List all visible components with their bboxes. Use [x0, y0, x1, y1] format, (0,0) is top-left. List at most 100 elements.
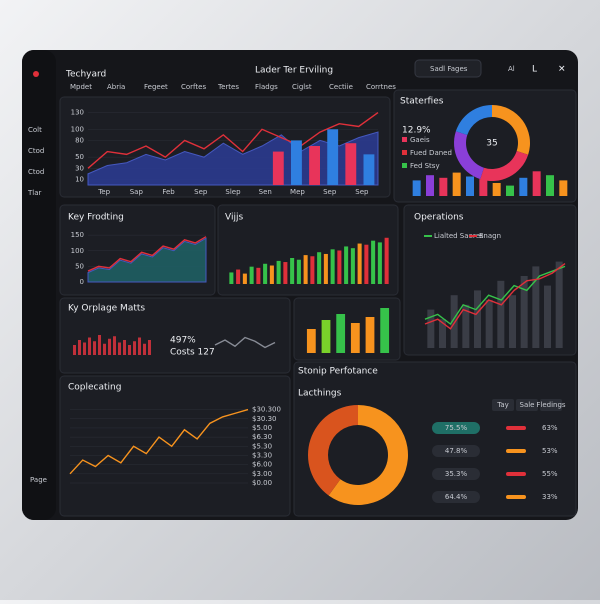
tab[interactable]: Tertes: [217, 83, 239, 91]
bar: [439, 319, 446, 348]
search-box[interactable]: [414, 59, 482, 78]
app-title: Techyard: [65, 70, 106, 80]
dash: [506, 495, 526, 499]
y-tick-label: 30: [75, 164, 84, 172]
tab[interactable]: Corftes: [181, 83, 206, 91]
bar: [229, 272, 234, 284]
x-tick-label: Feb: [162, 188, 175, 196]
bar: [283, 262, 288, 284]
user[interactable]: Al: [508, 65, 515, 73]
bar: [123, 340, 126, 355]
donut-segment: [492, 105, 530, 155]
bar: [98, 335, 101, 355]
area: [87, 131, 379, 186]
legend-label: Lialted Saeres: [434, 232, 484, 240]
button[interactable]: [516, 399, 538, 411]
bar: [426, 175, 434, 196]
y-tick-label: $30.300: [252, 406, 281, 414]
button-label[interactable]: Fledings: [536, 401, 566, 409]
panel: [59, 297, 291, 374]
bar: [479, 179, 488, 196]
y-tick-label: $30.30: [252, 415, 277, 423]
panel: [393, 89, 577, 203]
bar: [306, 329, 316, 353]
line: [69, 408, 249, 475]
legend-label: Fed Stsy: [410, 162, 440, 170]
icon[interactable]: L: [532, 65, 537, 75]
tab[interactable]: Cectiie: [329, 83, 353, 91]
bar: [357, 243, 362, 284]
bar: [350, 248, 355, 284]
x-tick-label: Sap: [130, 188, 144, 196]
bar: [509, 295, 516, 348]
y-tick-label: 130: [71, 109, 84, 117]
logo: [33, 71, 39, 77]
tab[interactable]: Ciglst: [292, 83, 312, 91]
tab[interactable]: Fladgs: [255, 83, 278, 91]
bar: [384, 237, 389, 284]
y-tick-label: $6.00: [252, 461, 272, 469]
bar: [497, 280, 505, 348]
center-title[interactable]: Lader Ter Erviling: [255, 66, 333, 76]
bar: [439, 177, 448, 196]
bar: [492, 183, 501, 196]
panel-title: 12.9%: [402, 126, 431, 136]
button[interactable]: [540, 399, 562, 411]
close[interactable]: ✕: [558, 65, 566, 75]
bar: [242, 273, 247, 284]
dash: [506, 472, 526, 476]
bar: [113, 336, 116, 355]
sidebar-item[interactable]: Ctod: [28, 168, 44, 176]
y-tick-label: $3.30: [252, 451, 272, 459]
bar: [296, 259, 301, 284]
line: [424, 265, 566, 326]
donut-segment: [480, 151, 529, 181]
panel-title: Coplecating: [68, 383, 121, 393]
bar: [272, 151, 284, 185]
y-tick-label: $5.00: [252, 424, 272, 432]
row-right: 53%: [542, 447, 558, 455]
button[interactable]: [492, 399, 514, 411]
search-text[interactable]: Sadl Fages: [430, 65, 468, 73]
bar: [133, 341, 136, 355]
donut-segment: [455, 105, 492, 135]
bar: [546, 175, 554, 196]
bar: [532, 266, 540, 348]
bar: [462, 304, 470, 348]
tab[interactable]: Corrtnes: [366, 83, 396, 91]
bar: [269, 265, 274, 284]
sidebar-footer[interactable]: Page: [30, 476, 47, 484]
bar: [118, 342, 121, 355]
x-tick-label: Mep: [290, 188, 305, 196]
donut-segment: [307, 405, 358, 496]
bar: [143, 343, 146, 355]
bar: [519, 177, 528, 196]
bar: [380, 308, 390, 353]
bar: [365, 317, 375, 353]
area: [87, 237, 207, 283]
panel-title: Operations: [414, 213, 464, 223]
panel-title: Key Frodting: [68, 213, 124, 223]
bar: [128, 345, 131, 355]
bar: [485, 300, 493, 348]
tab[interactable]: Mpdet: [70, 83, 92, 91]
line: [87, 236, 207, 272]
sidebar-item[interactable]: Colt: [28, 126, 42, 134]
y-tick-label: $5.30: [252, 442, 272, 450]
button-label[interactable]: Sale: [520, 401, 535, 409]
tab[interactable]: Fegeet: [144, 83, 168, 91]
bar: [108, 338, 111, 355]
x-tick-label: Sep: [355, 188, 369, 196]
sidebar-item[interactable]: Tlar: [27, 189, 42, 197]
sidebar-item[interactable]: Ctod: [28, 147, 44, 155]
bar: [103, 343, 106, 355]
bar: [290, 258, 295, 284]
button-label[interactable]: Tay: [496, 401, 509, 409]
bar: [327, 129, 339, 185]
bar: [450, 295, 458, 348]
tab[interactable]: Abria: [107, 83, 125, 91]
bar: [78, 340, 81, 355]
bar: [474, 290, 481, 348]
panel-title: Staterfies: [400, 97, 444, 107]
